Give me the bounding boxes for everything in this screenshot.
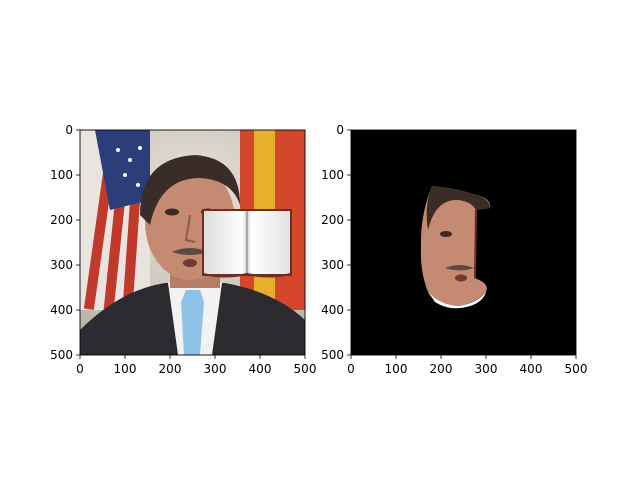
right-xtick-label: 300 — [475, 362, 498, 376]
book-occluder — [202, 209, 292, 278]
mask-hair — [426, 186, 490, 230]
mask-mustache — [445, 265, 474, 271]
left-ytick-label: 200 — [50, 213, 73, 227]
left-xtick-label: 400 — [249, 362, 272, 376]
right-xtick-label: 400 — [520, 362, 543, 376]
right-ytick-label: 300 — [321, 258, 344, 272]
left-xtick-label: 0 — [76, 362, 84, 376]
right-ytick-label: 200 — [321, 213, 344, 227]
left-axes-frame — [79, 129, 306, 356]
nose — [184, 214, 196, 243]
mask-eye — [440, 231, 452, 237]
right-xtick-label: 500 — [565, 362, 588, 376]
left-xtick-label: 500 — [294, 362, 317, 376]
tie — [181, 290, 204, 355]
right-ytick-label: 0 — [336, 123, 344, 137]
right-xtick-label: 0 — [347, 362, 355, 376]
left-xtick-label: 200 — [159, 362, 182, 376]
right-ytick-label: 100 — [321, 168, 344, 182]
left-ytick-label: 300 — [50, 258, 73, 272]
left-xtick-label: 300 — [204, 362, 227, 376]
left-ytick-label: 500 — [50, 348, 73, 362]
hair — [140, 155, 240, 225]
right-xtick-label: 200 — [430, 362, 453, 376]
mask-mouth — [455, 274, 467, 282]
left-photo — [80, 130, 305, 355]
left-xtick-label: 100 — [114, 362, 137, 376]
mask-chin-edge — [428, 292, 486, 309]
mask-face-region — [420, 186, 491, 306]
mouth — [183, 259, 197, 267]
left-ytick-label: 0 — [65, 123, 73, 137]
right-ytick-label: 500 — [321, 348, 344, 362]
left-ytick-label: 100 — [50, 168, 73, 182]
left-eye — [165, 208, 179, 216]
right-ytick-label: 400 — [321, 303, 344, 317]
left-ytick-label: 400 — [50, 303, 73, 317]
right-axes-frame — [350, 129, 577, 356]
mustache — [172, 248, 208, 255]
us-flag — [80, 130, 150, 311]
right-xtick-label: 100 — [385, 362, 408, 376]
right-mask-image — [351, 130, 576, 355]
mask-book-edge — [474, 209, 477, 279]
